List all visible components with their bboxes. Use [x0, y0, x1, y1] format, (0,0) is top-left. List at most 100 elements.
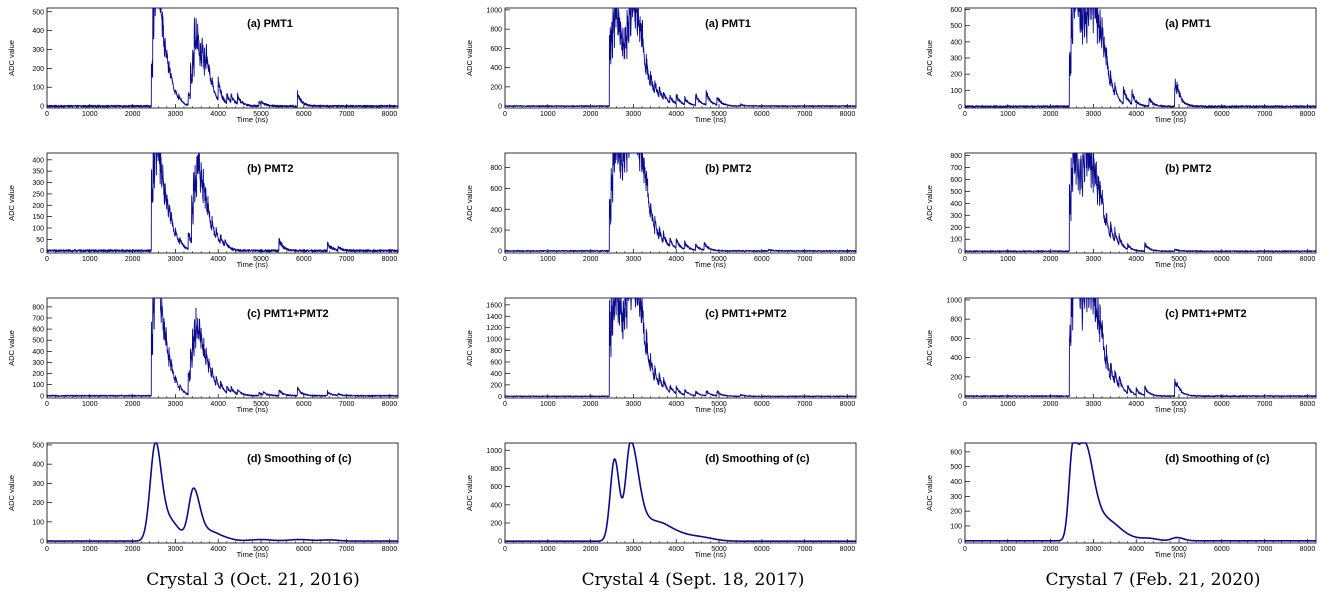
panel-title: (a) PMT1 — [1165, 18, 1211, 30]
x-tick-label: 1000 — [1000, 111, 1016, 118]
y-axis-label: ADC value — [465, 185, 474, 221]
x-tick-label: 5000 — [1171, 546, 1187, 553]
y-tick-label: 800 — [950, 153, 962, 160]
y-tick-label: 400 — [32, 462, 44, 469]
panel-c1-r0: 0 1000 2000 3000 4000 5000 6000 7000 8000 0 200 400… — [465, 7, 857, 124]
y-tick-label: 500 — [32, 442, 44, 449]
panel-title: (d) Smoothing of (c) — [1165, 453, 1270, 465]
y-tick-label: 600 — [490, 360, 502, 367]
y-tick-label: 300 — [32, 360, 44, 367]
y-tick-label: 1000 — [486, 448, 502, 455]
adc-trace — [964, 442, 1317, 542]
panel-c1-r1: 0 1000 2000 3000 4000 5000 6000 7000 8000 0 200 400… — [465, 152, 857, 269]
y-axis-label: ADC value — [925, 185, 934, 221]
y-tick-label: 200 — [490, 521, 502, 528]
plot-frame — [964, 7, 1317, 109]
panel-title: (a) PMT1 — [247, 18, 293, 30]
x-axis-label: Time (ns) — [695, 115, 727, 124]
x-tick-label: 0 — [503, 546, 507, 553]
y-tick-label: 800 — [490, 348, 502, 355]
y-tick-label: 50 — [36, 237, 44, 244]
adc-trace — [504, 152, 857, 252]
x-tick-label: 5000 — [711, 111, 727, 118]
x-tick-label: 3000 — [168, 546, 184, 553]
x-tick-label: 4000 — [1128, 401, 1144, 408]
x-tick-label: 5000 — [711, 401, 727, 408]
x-tick-label: 7000 — [339, 546, 355, 553]
adc-trace — [504, 297, 857, 398]
x-tick-label: 2000 — [583, 546, 599, 553]
x-tick-label: 8000 — [382, 111, 398, 118]
x-tick-label: 3000 — [168, 401, 184, 408]
y-tick-label: 600 — [950, 336, 962, 343]
y-tick-label: 600 — [950, 449, 962, 456]
y-tick-label: 200 — [490, 382, 502, 389]
x-tick-label: 4000 — [210, 546, 226, 553]
x-tick-label: 2000 — [125, 401, 141, 408]
x-tick-label: 3000 — [1086, 111, 1102, 118]
x-tick-label: 7000 — [339, 256, 355, 263]
plot-frame — [46, 7, 399, 109]
x-tick-label: 0 — [503, 111, 507, 118]
y-tick-label: 200 — [490, 228, 502, 235]
x-tick-label: 5000 — [253, 401, 269, 408]
x-tick-label: 1000 — [1000, 546, 1016, 553]
panel-title: (d) Smoothing of (c) — [705, 453, 810, 465]
y-tick-label: 1000 — [486, 337, 502, 344]
x-axis-label: Time (ns) — [1155, 260, 1187, 269]
panel-title: (b) PMT2 — [705, 163, 751, 175]
x-tick-label: 6000 — [1214, 546, 1230, 553]
y-axis-label: ADC value — [925, 475, 934, 511]
adc-trace — [46, 152, 399, 253]
x-tick-label: 8000 — [382, 256, 398, 263]
x-tick-label: 0 — [503, 401, 507, 408]
x-tick-label: 7000 — [1257, 401, 1273, 408]
x-tick-label: 3000 — [1086, 401, 1102, 408]
x-tick-label: 0 — [963, 546, 967, 553]
x-axis-label: Time (ns) — [695, 550, 727, 559]
y-tick-label: 400 — [32, 349, 44, 356]
y-tick-label: 200 — [950, 509, 962, 516]
panel-c2-r1: 0 1000 2000 3000 4000 5000 6000 7000 8000 0 100 200… — [925, 152, 1317, 269]
panel-title: (c) PMT1+PMT2 — [705, 308, 787, 320]
y-tick-label: 150 — [32, 214, 44, 221]
x-axis-label: Time (ns) — [1155, 115, 1187, 124]
x-tick-label: 8000 — [840, 256, 856, 263]
y-tick-label: 800 — [950, 317, 962, 324]
x-tick-label: 5000 — [711, 256, 727, 263]
panel-c2-r3: 0 1000 2000 3000 4000 5000 6000 7000 8000 0 100 200… — [925, 442, 1317, 559]
y-tick-label: 0 — [498, 539, 502, 546]
x-tick-label: 5000 — [711, 546, 727, 553]
panel-c0-r3: 0 1000 2000 3000 4000 5000 6000 7000 8000 0 100 200… — [7, 442, 399, 559]
x-tick-label: 8000 — [1300, 111, 1316, 118]
x-tick-label: 4000 — [210, 111, 226, 118]
x-tick-label: 0 — [45, 546, 49, 553]
x-tick-label: 3000 — [1086, 256, 1102, 263]
x-tick-label: 1000 — [540, 546, 556, 553]
x-tick-label: 7000 — [1257, 546, 1273, 553]
x-tick-label: 8000 — [382, 401, 398, 408]
x-tick-label: 1000 — [540, 256, 556, 263]
x-axis-label: Time (ns) — [695, 260, 727, 269]
y-axis-label: ADC value — [465, 330, 474, 366]
x-tick-label: 4000 — [668, 401, 684, 408]
plot-frame — [504, 442, 857, 544]
y-tick-label: 200 — [950, 225, 962, 232]
x-tick-label: 1000 — [82, 546, 98, 553]
y-tick-label: 250 — [32, 191, 44, 198]
y-tick-label: 500 — [950, 464, 962, 471]
x-tick-label: 5000 — [1171, 256, 1187, 263]
y-tick-label: 400 — [490, 371, 502, 378]
x-tick-label: 0 — [503, 256, 507, 263]
x-tick-label: 3000 — [168, 111, 184, 118]
y-tick-label: 200 — [950, 374, 962, 381]
y-tick-label: 1400 — [486, 314, 502, 321]
x-tick-label: 4000 — [1128, 111, 1144, 118]
y-tick-label: 1000 — [486, 7, 502, 14]
x-tick-label: 6000 — [296, 111, 312, 118]
x-tick-label: 6000 — [754, 401, 770, 408]
x-tick-label: 1000 — [82, 256, 98, 263]
x-tick-label: 6000 — [296, 546, 312, 553]
y-axis-label: ADC value — [7, 185, 16, 221]
adc-trace — [46, 7, 399, 108]
